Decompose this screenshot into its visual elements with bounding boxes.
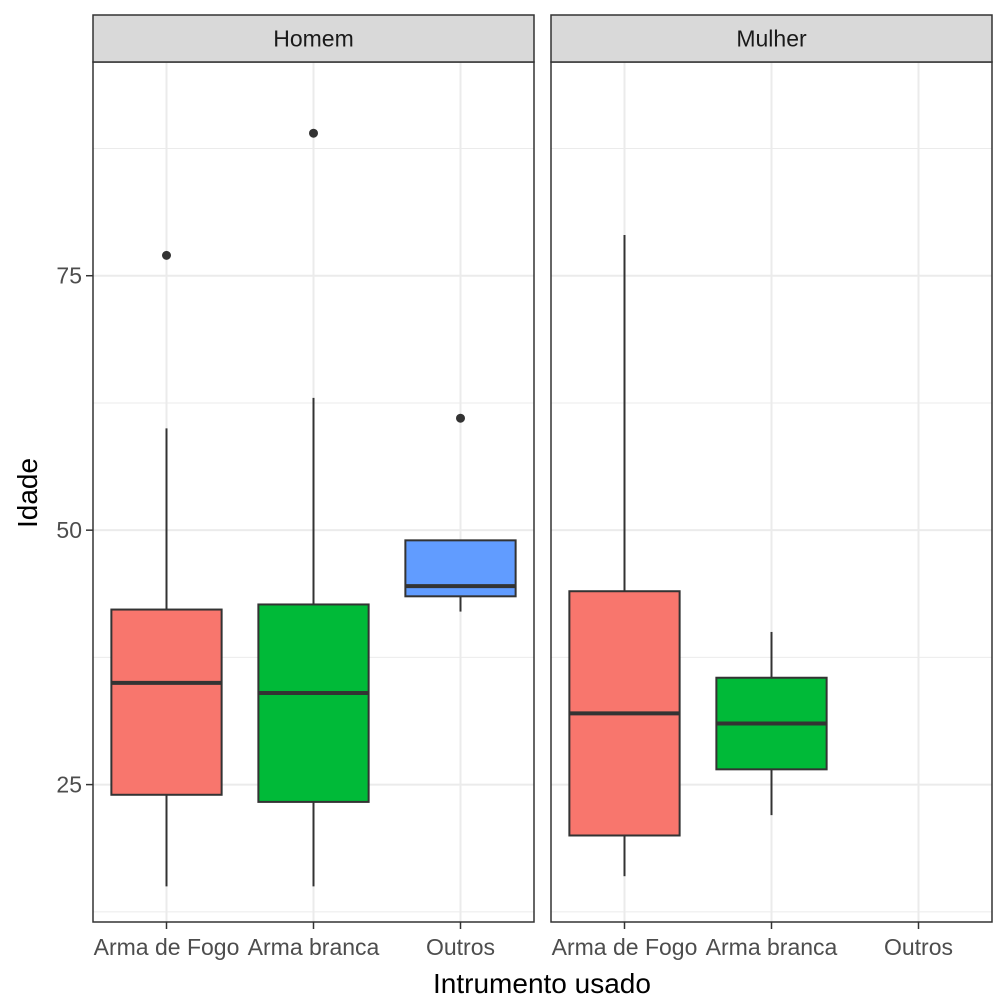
x-tick-label: Arma branca	[248, 934, 380, 960]
x-tick-label: Outros	[426, 934, 495, 960]
box-arma-branca	[715, 631, 828, 816]
outlier-point	[162, 250, 171, 260]
facet-panel-mulher: Mulher Arma de Fogo Arma branca Outros	[550, 14, 993, 960]
y-axis: 25 50 75	[56, 263, 93, 798]
box-arma-branca	[257, 128, 370, 887]
facet-strip-label: Homem	[273, 26, 354, 52]
facet-strip-label: Mulher	[736, 26, 807, 52]
x-tick-label: Arma branca	[706, 934, 838, 960]
box-outros	[404, 413, 517, 612]
facet-panel-homem: Homem Arma de Fogo Arma branca Outros	[92, 14, 535, 960]
x-tick-label: Arma de Fogo	[552, 934, 698, 960]
x-axis-title: Intrumento usado	[433, 968, 651, 999]
x-tick-label: Outros	[884, 934, 953, 960]
outlier-point	[456, 413, 465, 423]
box-iqr	[257, 603, 370, 803]
y-tick-label: 50	[56, 517, 82, 543]
box-arma-de-fogo	[568, 235, 681, 877]
y-axis-title: Idade	[12, 458, 43, 528]
box-iqr	[110, 608, 223, 796]
x-tick-label: Arma de Fogo	[94, 934, 240, 960]
box-arma-de-fogo	[110, 250, 223, 887]
y-tick-label: 25	[56, 772, 82, 798]
y-tick-label: 75	[56, 263, 82, 289]
facet-strip	[92, 14, 535, 63]
outlier-point	[309, 128, 318, 138]
facet-strip	[550, 14, 993, 63]
